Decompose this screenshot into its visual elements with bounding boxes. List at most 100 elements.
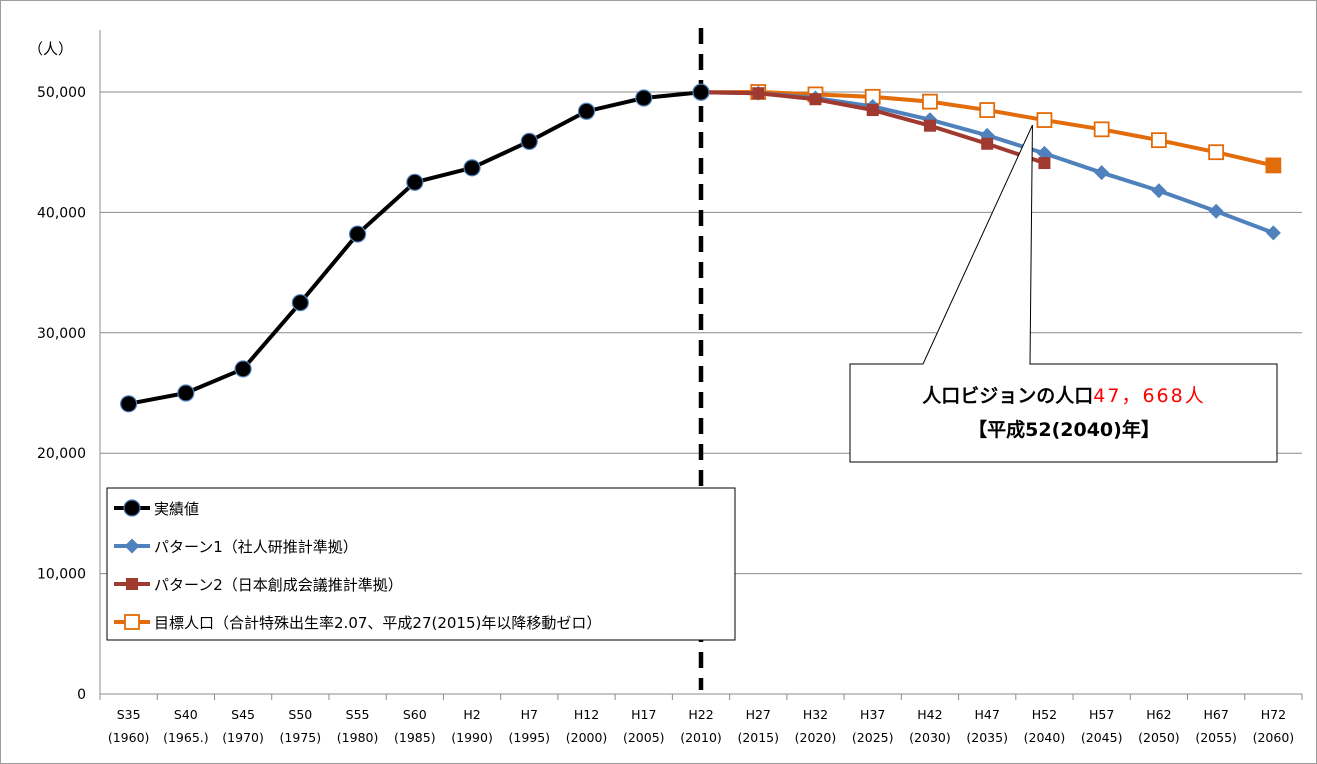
data-point (809, 93, 822, 106)
x-tick-label: H67 (1203, 707, 1228, 722)
data-point (1094, 165, 1110, 181)
callout-prefix: 人口ビジョンの人口 (922, 385, 1093, 407)
data-point (1151, 183, 1167, 199)
data-point (1151, 132, 1167, 149)
data-point (635, 89, 653, 107)
legend-item: 目標人口（合計特殊出生率2.07、平成27(2015)年以降移動ゼロ） (114, 614, 601, 632)
y-tick-label: 30,000 (37, 326, 86, 342)
data-point (234, 360, 252, 378)
data-point (124, 614, 140, 630)
data-point (120, 395, 138, 413)
x-tick-sublabel: (2060) (1253, 730, 1295, 745)
data-point (348, 225, 367, 243)
data-point (406, 173, 424, 191)
x-tick-sublabel: (2045) (1081, 730, 1123, 745)
x-tick-sublabel: (1990) (451, 730, 493, 745)
callout: 人口ビジョンの人口47，668人 【平成52(2040)年】 (849, 124, 1278, 463)
data-point (1208, 144, 1225, 161)
data-point (126, 578, 138, 590)
y-tick-label: 20,000 (37, 446, 86, 462)
x-tick-label: S60 (403, 707, 427, 722)
data-point (922, 93, 938, 110)
x-tick-sublabel: (1980) (337, 730, 379, 745)
data-point (1265, 225, 1281, 241)
legend-item: 実績値 (114, 499, 199, 518)
x-tick-label: H12 (574, 707, 599, 722)
data-point (1093, 121, 1110, 138)
x-tick-sublabel: (2010) (680, 730, 722, 745)
x-tick-sublabel: (2025) (852, 730, 894, 745)
data-point (123, 499, 141, 517)
data-point (577, 102, 596, 120)
data-point (1038, 157, 1051, 170)
x-tick-sublabel: (2015) (737, 730, 779, 745)
x-tick-label: H27 (746, 707, 771, 722)
x-tick-sublabel: (2055) (1195, 730, 1237, 745)
data-point (124, 538, 140, 554)
x-tick-sublabel: (1965.) (163, 730, 209, 745)
data-point (1208, 203, 1224, 219)
legend-box (106, 487, 736, 641)
x-tick-label: H2 (463, 707, 480, 722)
x-tick-label: H47 (975, 707, 1000, 722)
y-tick-label: 0 (77, 687, 86, 703)
x-tick-sublabel: (1970) (222, 730, 264, 745)
y-tick-label: 50,000 (37, 85, 86, 101)
callout-line1: 人口ビジョンの人口47，668人 (922, 385, 1205, 407)
x-tick-label: H72 (1261, 707, 1286, 722)
x-tick-label: H52 (1032, 707, 1057, 722)
x-tick-label: H37 (860, 707, 885, 722)
y-unit-label: （人） (28, 40, 73, 58)
x-tick-label: S35 (117, 707, 141, 722)
x-tick-label: H42 (917, 707, 942, 722)
data-point (177, 384, 195, 402)
x-tick-label: H7 (521, 707, 538, 722)
data-point (520, 132, 538, 150)
legend-label: 実績値 (154, 500, 199, 518)
x-tick-label: S55 (346, 707, 370, 722)
series-layer (120, 83, 1282, 413)
series-0 (120, 83, 710, 413)
x-tick-label: H32 (803, 707, 828, 722)
callout-bubble (849, 124, 1278, 463)
x-tick-sublabel: (2035) (966, 730, 1008, 745)
x-tick-sublabel: (2000) (566, 730, 608, 745)
data-point (866, 104, 879, 117)
data-point (1036, 112, 1053, 128)
x-tick-label: H17 (631, 707, 656, 722)
legend-item: パターン1（社人研推計準拠） (114, 538, 358, 556)
x-tick-label: S50 (288, 707, 312, 722)
legend-label: パターン1（社人研推計準拠） (154, 538, 358, 556)
x-tick-sublabel: (1985) (394, 730, 436, 745)
x-tick-sublabel: (1960) (108, 730, 150, 745)
y-tick-label: 10,000 (37, 567, 86, 583)
x-tick-sublabel: (2050) (1138, 730, 1180, 745)
legend-item: パターン2（日本創成会議推計準拠） (114, 576, 403, 594)
x-tick-sublabel: (2040) (1024, 730, 1066, 745)
x-tick-sublabel: (1995) (508, 730, 550, 745)
x-tick-label: H57 (1089, 707, 1114, 722)
data-point (291, 294, 309, 312)
x-tick-sublabel: (1975) (280, 730, 322, 745)
x-tick-label: H62 (1146, 707, 1171, 722)
series-2 (700, 87, 1051, 170)
data-point-last (1266, 158, 1281, 173)
x-tick-label: H22 (688, 707, 713, 722)
callout-line2: 【平成52(2040)年】 (968, 418, 1160, 441)
axes: 0 10,000 20,000 30,000 40,000 50,000 S35 (1960)… (37, 30, 1303, 745)
data-point (981, 137, 994, 150)
legend-label: 目標人口（合計特殊出生率2.07、平成27(2015)年以降移動ゼロ） (154, 614, 601, 632)
data-point (923, 119, 936, 132)
x-tick-label: S40 (174, 707, 198, 722)
data-point (752, 87, 765, 100)
callout-highlight: 47，668人 (1093, 385, 1205, 407)
legend-label: パターン2（日本創成会議推計準拠） (154, 576, 403, 594)
y-tick-label: 40,000 (37, 205, 86, 221)
data-point (692, 83, 710, 101)
x-tick-sublabel: (2020) (795, 730, 837, 745)
x-tick-sublabel: (2005) (623, 730, 665, 745)
x-tick-sublabel: (2030) (909, 730, 951, 745)
